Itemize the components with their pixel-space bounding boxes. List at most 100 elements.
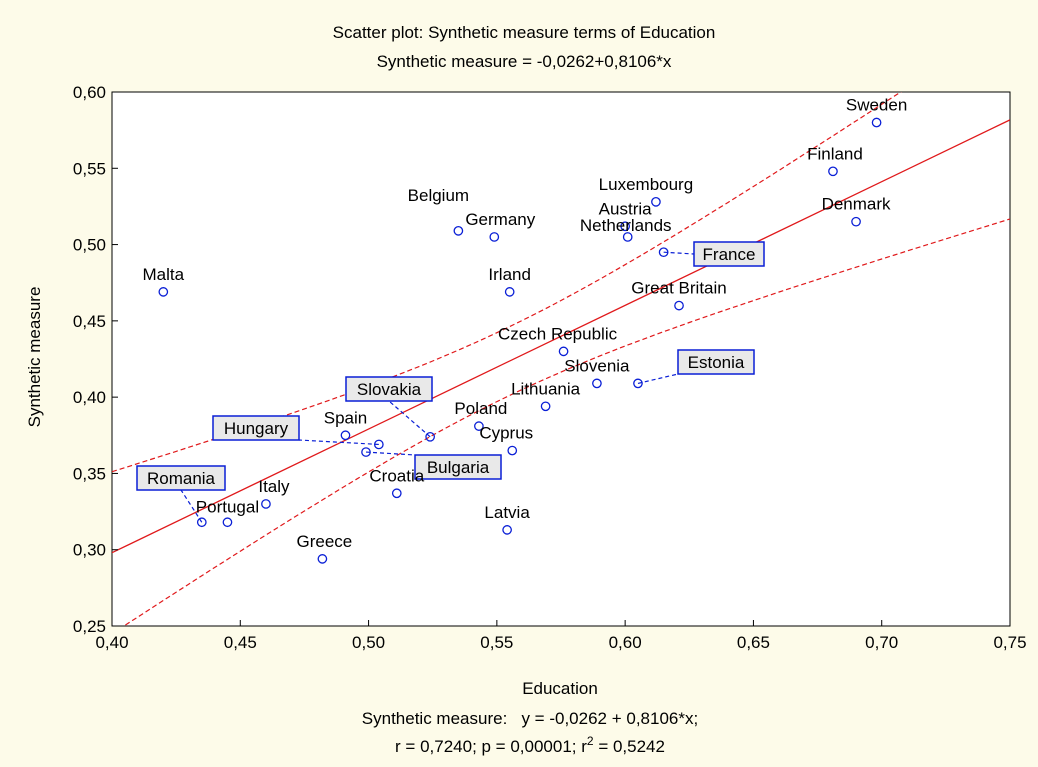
point-label: Netherlands (580, 216, 672, 235)
y-tick-label: 0,40 (73, 388, 106, 407)
y-axis-label: Synthetic measure (25, 287, 44, 428)
label-leader-line (298, 439, 379, 446)
x-tick-label: 0,45 (224, 633, 257, 652)
x-tick-label: 0,70 (865, 633, 898, 652)
point-luxembourg (651, 197, 661, 207)
point-spain (340, 430, 351, 441)
point-label: Slovakia (357, 380, 422, 399)
point-italy (261, 499, 271, 509)
point-germany (489, 232, 500, 242)
regression-line (112, 119, 1010, 554)
point-label: Hungary (224, 419, 289, 438)
point-label: Malta (143, 265, 185, 284)
point-netherlands (622, 232, 633, 242)
point-label: Sweden (846, 96, 907, 115)
y-tick-label: 0,25 (73, 617, 106, 636)
label-box (693, 241, 765, 267)
point-austria (620, 221, 630, 232)
point-label: Belgium (408, 186, 469, 205)
point-bulgaria (361, 447, 371, 457)
y-tick-label: 0,45 (73, 312, 106, 331)
regression-lines (112, 92, 1010, 626)
point-label: Portugal (196, 497, 259, 516)
point-romania (196, 517, 207, 528)
point-label: Denmark (822, 195, 891, 214)
point-label: Finland (807, 144, 863, 163)
point-czech-republic (558, 346, 569, 357)
point-label: Germany (465, 210, 535, 229)
regression-equation: Synthetic measure: y = -0,0262 + 0,8106*… (362, 709, 698, 728)
label-leader-line (365, 451, 416, 456)
axis-ticks: 0,40 0,45 0,50 0,55 0,60 0,65 0,70 0,75 0,25 0,30… (73, 83, 1027, 652)
y-tick-label: 0,60 (73, 83, 106, 102)
point-label: Estonia (688, 353, 745, 372)
point-label: Spain (324, 408, 367, 427)
confidence-band-lower (122, 218, 1010, 626)
point-greece (317, 554, 328, 564)
y-tick-label: 0,50 (73, 236, 106, 255)
point-label: Poland (454, 399, 507, 418)
plot-area (111, 91, 1011, 627)
x-tick-label: 0,55 (480, 633, 513, 652)
point-label: France (703, 245, 756, 264)
regression-stats-superscript: 2 (587, 734, 594, 748)
regression-stats: r = 0,7240; p = 0,00001; r2 = 0,5242 (395, 734, 665, 756)
point-denmark (851, 216, 861, 227)
chart-title: Scatter plot: Synthetic measure terms of… (333, 23, 716, 42)
point-sweden (871, 117, 882, 128)
point-france (658, 247, 669, 258)
point-finland (828, 166, 838, 177)
label-leader-line (663, 251, 695, 255)
point-label: Romania (147, 469, 216, 488)
point-label: Bulgaria (427, 458, 490, 477)
chart-subtitle: Synthetic measure = -0,0262+0,8106*x (377, 52, 672, 71)
point-label: Austria (599, 199, 652, 218)
x-axis-label: Education (522, 679, 598, 698)
point-irland (504, 287, 515, 297)
y-tick-label: 0,35 (73, 464, 106, 483)
label-box (136, 465, 226, 491)
x-tick-label: 0,50 (352, 633, 385, 652)
point-label: Great Britain (631, 279, 726, 298)
point-slovakia (425, 431, 435, 442)
point-cyprus (507, 445, 518, 456)
point-estonia (633, 378, 643, 389)
point-label: Croatia (369, 466, 424, 485)
regression-stats-suffix: = 0,5242 (594, 737, 665, 756)
y-tick-label: 0,30 (73, 541, 106, 560)
x-tick-label: 0,75 (993, 633, 1026, 652)
point-label: Cyprus (479, 424, 533, 443)
x-tick-label: 0,60 (609, 633, 642, 652)
point-great-britain (674, 300, 684, 311)
point-label: Italy (258, 477, 290, 496)
x-tick-label: 0,65 (737, 633, 770, 652)
point-portugal (222, 517, 233, 528)
point-slovenia (592, 378, 602, 389)
point-malta (158, 287, 169, 297)
label-leader-line (180, 489, 203, 523)
label-box (345, 376, 433, 402)
point-hungary (373, 439, 384, 450)
label-box (414, 454, 502, 480)
label-leader-line (388, 400, 431, 438)
point-poland (474, 421, 484, 431)
point-label: Lithuania (511, 379, 581, 398)
regression-stats-prefix: r = 0,7240; p = 0,00001; r (395, 737, 587, 756)
point-lithuania (540, 401, 551, 412)
point-belgium (453, 225, 464, 236)
point-latvia (502, 525, 512, 535)
point-label: Czech Republic (498, 324, 618, 343)
point-label: Greece (297, 532, 353, 551)
point-label: Irland (488, 265, 531, 284)
point-croatia (391, 488, 402, 499)
y-tick-label: 0,55 (73, 159, 106, 178)
point-label: Latvia (484, 503, 530, 522)
point-label: Slovenia (564, 356, 630, 375)
x-tick-label: 0,40 (95, 633, 128, 652)
label-box (677, 349, 755, 375)
point-label: Luxembourg (599, 175, 694, 194)
confidence-band-upper (112, 92, 902, 473)
label-box (212, 415, 300, 441)
